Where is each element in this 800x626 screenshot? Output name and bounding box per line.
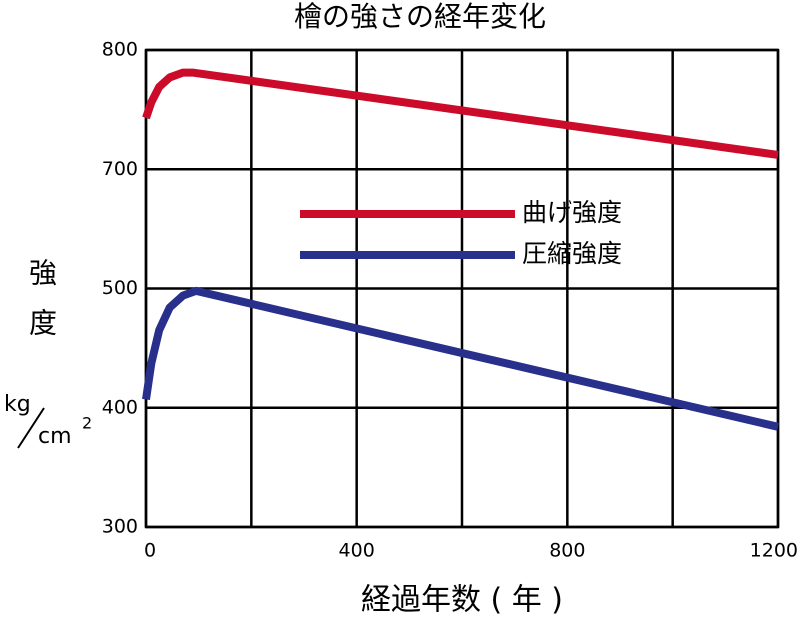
y-unit-numerator: kg (4, 392, 31, 417)
x-tick-label: 800 (549, 540, 585, 562)
y-tick-label: 400 (102, 396, 138, 418)
y-unit-exponent: 2 (82, 414, 92, 433)
unit-slash (17, 407, 45, 449)
x-tick-label: 400 (339, 540, 375, 562)
y-unit-denominator: cm (38, 424, 72, 449)
y-axis-label: 強度 (25, 258, 58, 358)
series-line (142, 68, 779, 159)
chart-title: 檜の強さの経年変化 (294, 0, 546, 33)
legend-label: 曲げ強度 (522, 198, 622, 227)
y-tick-label: 700 (102, 158, 138, 180)
y-tick-label: 800 (102, 39, 138, 61)
series-line (142, 286, 779, 431)
legend-label: 圧縮強度 (522, 239, 622, 268)
y-tick-label: 500 (102, 277, 138, 299)
plot-frame (144, 48, 780, 529)
x-tick-label: 0 (144, 540, 156, 562)
x-tick-label: 1200 (750, 540, 798, 562)
x-axis-label: 経過年数 ( 年 ) (361, 583, 563, 618)
y-tick-label: 300 (102, 516, 138, 538)
